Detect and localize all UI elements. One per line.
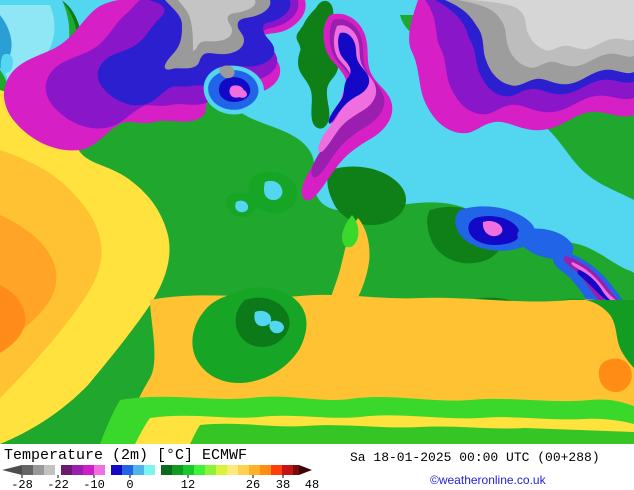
svg-text:48: 48: [305, 478, 319, 490]
svg-text:26: 26: [246, 478, 260, 490]
svg-text:-22: -22: [47, 478, 69, 490]
svg-text:Temperature (2m) [°C] ECMWF: Temperature (2m) [°C] ECMWF: [4, 447, 247, 464]
svg-text:-28: -28: [11, 478, 33, 490]
svg-text:©weatheronline.co.uk: ©weatheronline.co.uk: [430, 473, 547, 487]
svg-text:38: 38: [276, 478, 290, 490]
svg-text:0: 0: [126, 478, 133, 490]
svg-text:-10: -10: [83, 478, 105, 490]
svg-text:12: 12: [181, 478, 195, 490]
svg-text:Sa 18-01-2025 00:00 UTC (00+28: Sa 18-01-2025 00:00 UTC (00+288): [350, 450, 600, 465]
